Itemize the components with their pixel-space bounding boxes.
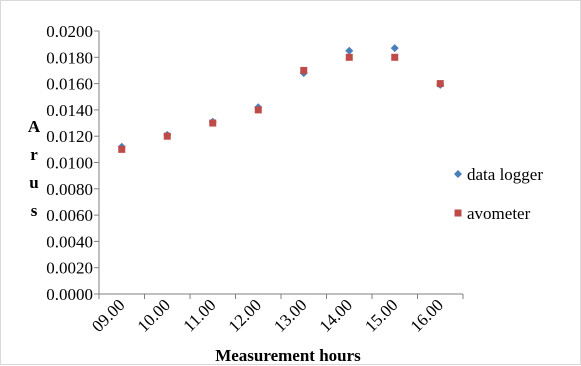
x-tick-label: 09.00	[88, 295, 128, 335]
x-tick-label: 13.00	[270, 295, 310, 335]
y-tick-label: 0.0200	[46, 22, 93, 41]
y-tick-label: 0.0140	[46, 101, 93, 120]
data-point-avometer	[391, 54, 398, 61]
y-tick-label: 0.0060	[46, 206, 93, 225]
data-point-data-logger	[391, 44, 399, 52]
series-layer	[118, 44, 445, 153]
data-point-avometer	[164, 133, 171, 140]
data-point-avometer	[255, 106, 262, 113]
y-axis-title-letter: u	[29, 173, 38, 192]
x-tick-label: 15.00	[361, 295, 401, 335]
x-tick-label: 10.00	[134, 295, 174, 335]
y-tick-label: 0.0180	[46, 48, 93, 67]
y-tick-label: 0.0160	[46, 75, 93, 94]
y-axis-title-letter: s	[31, 201, 38, 220]
legend-marker-avometer	[455, 210, 462, 217]
x-tick-label: 14.00	[316, 295, 356, 335]
y-tick-label: 0.0080	[46, 180, 93, 199]
data-point-avometer	[118, 146, 125, 153]
data-point-avometer	[300, 67, 307, 74]
y-axis-title-letter: A	[28, 117, 41, 136]
x-axis-ticks: 09.00 10.00 11.00 12.00 13.00 14.00 15.00 16.00	[88, 294, 463, 336]
x-axis-title: Measurement hours	[215, 346, 361, 365]
legend-label: data logger	[467, 165, 543, 184]
y-axis-title-letter: r	[30, 145, 38, 164]
data-point-avometer	[437, 80, 444, 87]
x-tick-label: 12.00	[225, 295, 265, 335]
x-tick-label: 11.00	[180, 295, 220, 335]
series-avometer	[118, 54, 444, 153]
legend: data logger avometer	[454, 165, 543, 223]
y-tick-label: 0.0120	[46, 127, 93, 146]
data-point-data-logger	[345, 47, 353, 55]
legend-marker-data-logger	[454, 170, 462, 178]
data-point-avometer	[209, 120, 216, 127]
y-tick-label: 0.0100	[46, 154, 93, 173]
y-tick-label: 0.0000	[46, 285, 93, 304]
y-tick-label: 0.0020	[46, 259, 93, 278]
legend-label: avometer	[467, 204, 531, 223]
data-point-avometer	[346, 54, 353, 61]
x-tick-label: 16.00	[407, 295, 447, 335]
y-axis-ticks: 0.0000 0.0020 0.0040 0.0060 0.0080 0.0100 0.01…	[46, 22, 99, 304]
y-tick-label: 0.0040	[46, 232, 93, 251]
